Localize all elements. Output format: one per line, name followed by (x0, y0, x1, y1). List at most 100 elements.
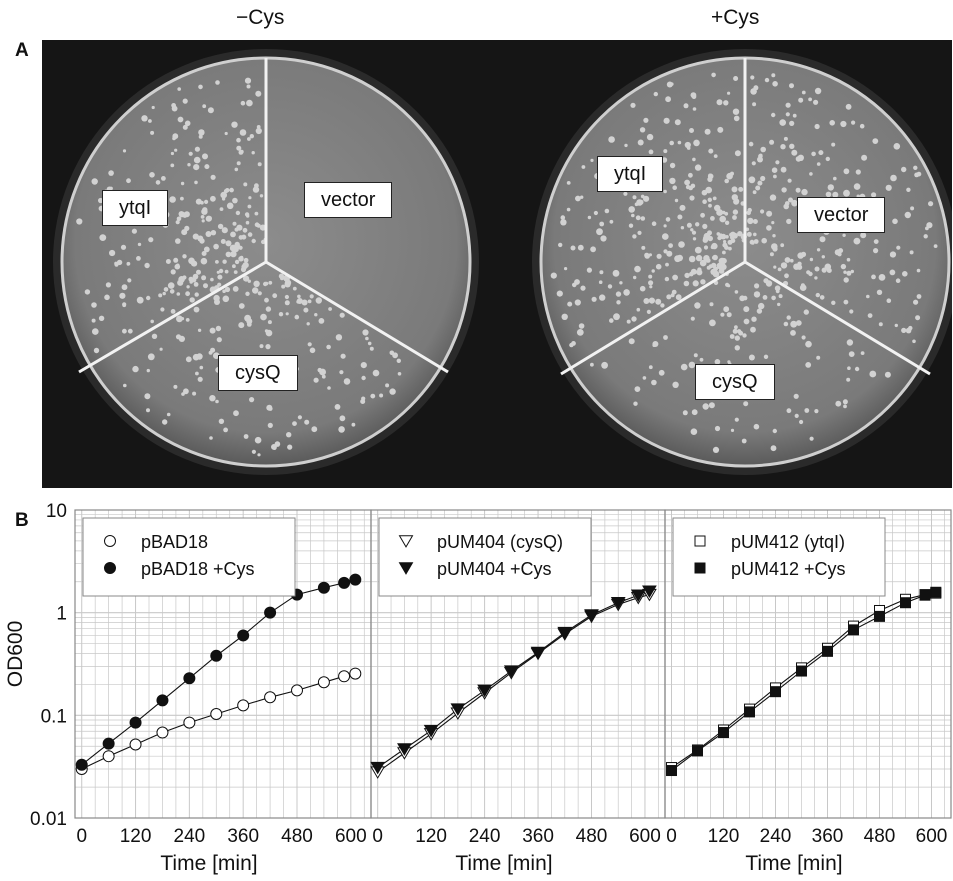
colony (724, 178, 729, 184)
panel-b-letter: B (15, 510, 29, 531)
colony (743, 306, 750, 313)
colony (643, 298, 650, 304)
data-point-marker (503, 665, 519, 678)
colony (701, 189, 708, 196)
colony (816, 162, 821, 166)
colony (161, 176, 166, 181)
colony (634, 202, 639, 207)
colony (762, 295, 768, 300)
colony (712, 196, 717, 201)
data-point-marker (718, 727, 729, 739)
colony (819, 236, 826, 243)
data-point-marker (129, 738, 142, 751)
colony (675, 294, 682, 301)
colony (372, 369, 380, 377)
colony (199, 365, 204, 370)
colony (343, 378, 351, 385)
colony (692, 157, 696, 162)
x-axis-label: Time [min] (455, 852, 552, 875)
colony (243, 257, 249, 263)
colony (889, 251, 897, 258)
colony (306, 322, 310, 326)
colony (109, 186, 113, 191)
colony (925, 226, 929, 231)
colony (752, 102, 757, 107)
colony (247, 204, 252, 209)
colony (777, 267, 782, 272)
colony (104, 294, 110, 301)
colony (197, 376, 203, 382)
colony (234, 167, 239, 172)
colony (805, 362, 812, 368)
colony (886, 298, 892, 304)
data-point-marker (398, 562, 414, 575)
colony (904, 211, 911, 219)
colony (688, 361, 696, 369)
colony (307, 299, 312, 304)
colony (916, 294, 922, 299)
colony (786, 408, 792, 414)
colony (769, 252, 774, 257)
colony (236, 161, 241, 166)
colony (811, 151, 816, 157)
colony (339, 370, 344, 375)
colony (783, 203, 789, 210)
colony (566, 207, 571, 212)
colony (672, 185, 677, 190)
colony (648, 297, 656, 304)
colony (763, 354, 769, 359)
colony (180, 181, 185, 186)
colony (193, 156, 201, 164)
data-point-marker (349, 573, 362, 586)
colony (814, 276, 818, 280)
colony (809, 436, 814, 441)
colony (655, 298, 662, 305)
colony (613, 313, 620, 321)
colony (771, 295, 776, 301)
colony (706, 258, 711, 263)
colony (98, 315, 105, 321)
colony (798, 97, 804, 103)
colony (786, 315, 791, 320)
colony (122, 302, 127, 307)
colony (185, 356, 192, 363)
colony (238, 322, 245, 329)
colony (801, 90, 806, 95)
colony (714, 204, 721, 212)
colony (315, 297, 322, 304)
colony (842, 233, 846, 237)
colony (902, 271, 908, 277)
colony (213, 352, 220, 360)
colony (643, 117, 649, 123)
colony (795, 187, 801, 193)
colony (773, 265, 777, 269)
colony (215, 260, 219, 264)
colony (182, 124, 188, 130)
colony (247, 279, 251, 283)
colony (249, 397, 255, 403)
colony (93, 347, 100, 354)
colony (248, 196, 252, 200)
colony (193, 282, 199, 287)
colony (175, 238, 181, 244)
colony (189, 297, 195, 303)
colony (818, 150, 824, 156)
x-tick-label: 120 (708, 826, 740, 847)
colony (238, 235, 244, 240)
colony (677, 140, 682, 145)
colony (175, 220, 180, 225)
colony (700, 212, 705, 218)
x-tick-label: 600 (916, 826, 948, 847)
data-point-marker (210, 708, 223, 721)
colony (840, 120, 847, 128)
colony (571, 341, 576, 346)
colony (201, 208, 208, 215)
colony (296, 299, 301, 304)
colony (202, 104, 207, 109)
colony (196, 269, 201, 275)
colony (656, 253, 662, 259)
colony (177, 87, 181, 91)
colony (576, 329, 584, 336)
colony (301, 299, 308, 306)
colony (224, 131, 228, 136)
